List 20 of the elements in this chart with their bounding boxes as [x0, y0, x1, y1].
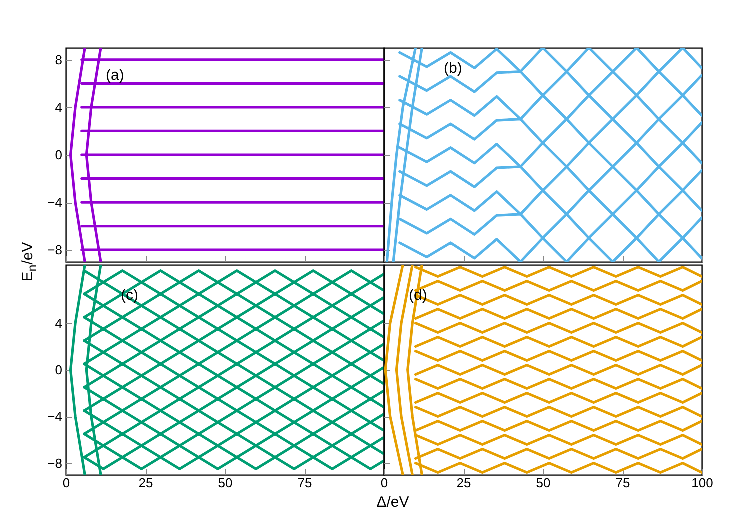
y-tick-label: −4 [48, 195, 62, 210]
annotation: (a) [106, 67, 124, 84]
x-tick-label: 25 [456, 476, 472, 490]
y-tick-label: −4 [48, 409, 62, 424]
x-tick-label: 50 [536, 476, 551, 490]
y-tick-label: 0 [55, 362, 62, 378]
x-tick-label: 50 [218, 476, 233, 490]
x-tick-label: 0 [380, 476, 388, 490]
x-axis-title: Δ/eV [376, 494, 410, 511]
x-tick-label: 75 [298, 476, 312, 490]
y-tick-label: −8 [48, 242, 62, 258]
y-tick-label: 0 [55, 148, 62, 162]
annotation: (b) [444, 60, 462, 77]
y-tick-label: 8 [55, 52, 62, 68]
y-tick-label: 4 [55, 316, 62, 331]
x-tick-label: 100 [692, 476, 714, 490]
x-tick-label: 75 [616, 476, 630, 490]
y-tick-label: 4 [55, 100, 62, 115]
y-tick-label: −8 [48, 456, 62, 471]
x-tick-label: 25 [138, 476, 154, 490]
